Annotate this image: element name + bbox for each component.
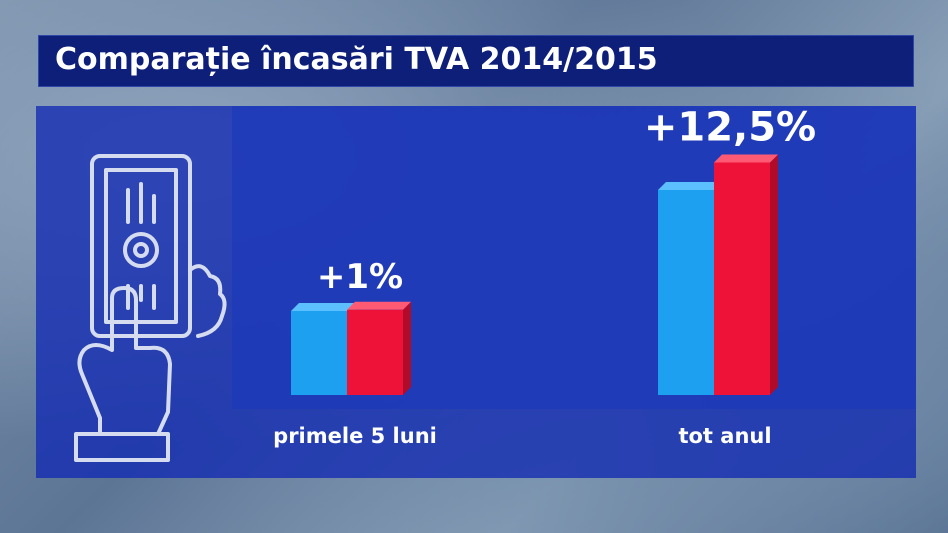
chart-title: Comparație încasări TVA 2014/2015 — [55, 42, 658, 77]
bar-top — [347, 301, 411, 310]
data-label: +1% — [317, 257, 403, 297]
title-bar: Comparație încasări TVA 2014/2015 — [38, 35, 914, 87]
bar — [714, 162, 770, 395]
bar-top — [714, 154, 778, 163]
category-label: primele 5 luni — [273, 424, 437, 448]
category-label: tot anul — [678, 424, 771, 448]
bar — [658, 190, 714, 395]
data-label: +12,5% — [644, 105, 816, 151]
hand-holding-banknote-icon — [72, 150, 232, 465]
bar-side — [770, 154, 778, 395]
bar-side — [403, 301, 411, 395]
bar — [347, 309, 403, 395]
bar-top — [658, 182, 722, 190]
bar — [291, 311, 347, 395]
bar-top — [291, 303, 355, 311]
